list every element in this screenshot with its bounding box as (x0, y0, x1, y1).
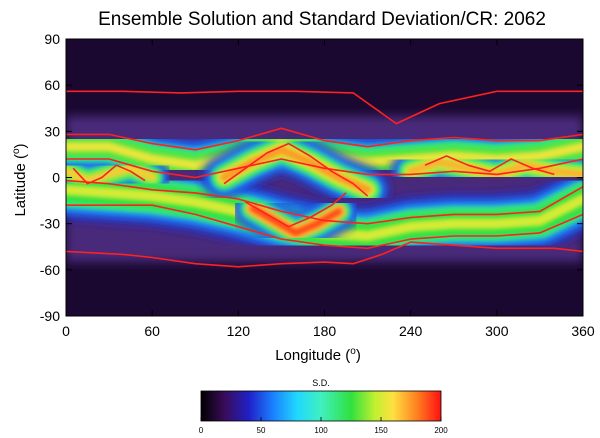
heatmap-plot-area (66, 39, 583, 316)
heatmap-band (233, 189, 358, 252)
heatmap-band-layer (249, 204, 343, 237)
heatmap-band (66, 151, 170, 198)
y-tick-label: 0 (52, 170, 60, 186)
chart-title: Ensemble Solution and Standard Deviation… (98, 9, 546, 30)
contour-line (66, 204, 583, 250)
colorbar-tick-label: 200 (434, 426, 448, 435)
y-tick-label: 90 (44, 31, 60, 47)
colorbar-tick-label: 50 (257, 426, 266, 435)
heatmap-band-layer (220, 145, 372, 194)
contour-line (66, 127, 583, 151)
contour-line (424, 155, 555, 176)
y-tick-label: 30 (44, 123, 60, 139)
y-tick-label: -90 (40, 308, 60, 324)
y-axis-ticks: 90 60 30 0 -30 -60 -90 (40, 31, 583, 324)
x-axis-label: Longitude (o) (275, 346, 361, 364)
x-tick-label: 0 (62, 323, 70, 339)
x-axis-ticks: 0 60 120 180 240 300 360 (62, 39, 595, 339)
colorbar-ticks: 0 50 100 150 200 (199, 417, 448, 435)
colorbar-tick-label: 0 (199, 426, 204, 435)
x-tick-label: 120 (227, 323, 251, 339)
heatmap-band-layer (66, 165, 156, 184)
contour-line (72, 164, 146, 185)
contour-layer (66, 90, 583, 268)
contour-line (66, 90, 583, 125)
colorbar (200, 390, 442, 422)
x-tick-label: 240 (399, 323, 423, 339)
contour-line (66, 158, 583, 179)
colorbar-tick-label: 150 (374, 426, 388, 435)
contour-line (66, 179, 583, 225)
x-tick-label: 60 (144, 323, 160, 339)
colorbar-tick-label: 100 (314, 426, 328, 435)
contour-line (245, 192, 347, 228)
y-tick-label: 60 (44, 77, 60, 93)
y-tick-label: -30 (40, 216, 60, 232)
contour-line (66, 241, 583, 268)
x-tick-label: 360 (571, 323, 595, 339)
y-tick-label: -60 (40, 262, 60, 278)
x-tick-label: 300 (485, 323, 509, 339)
x-tick-label: 180 (313, 323, 337, 339)
y-axis-label: Latitude (o) (11, 143, 29, 216)
colorbar-label: S.D. (312, 378, 330, 388)
contour-line (223, 142, 369, 197)
heatmap-band (203, 128, 389, 211)
